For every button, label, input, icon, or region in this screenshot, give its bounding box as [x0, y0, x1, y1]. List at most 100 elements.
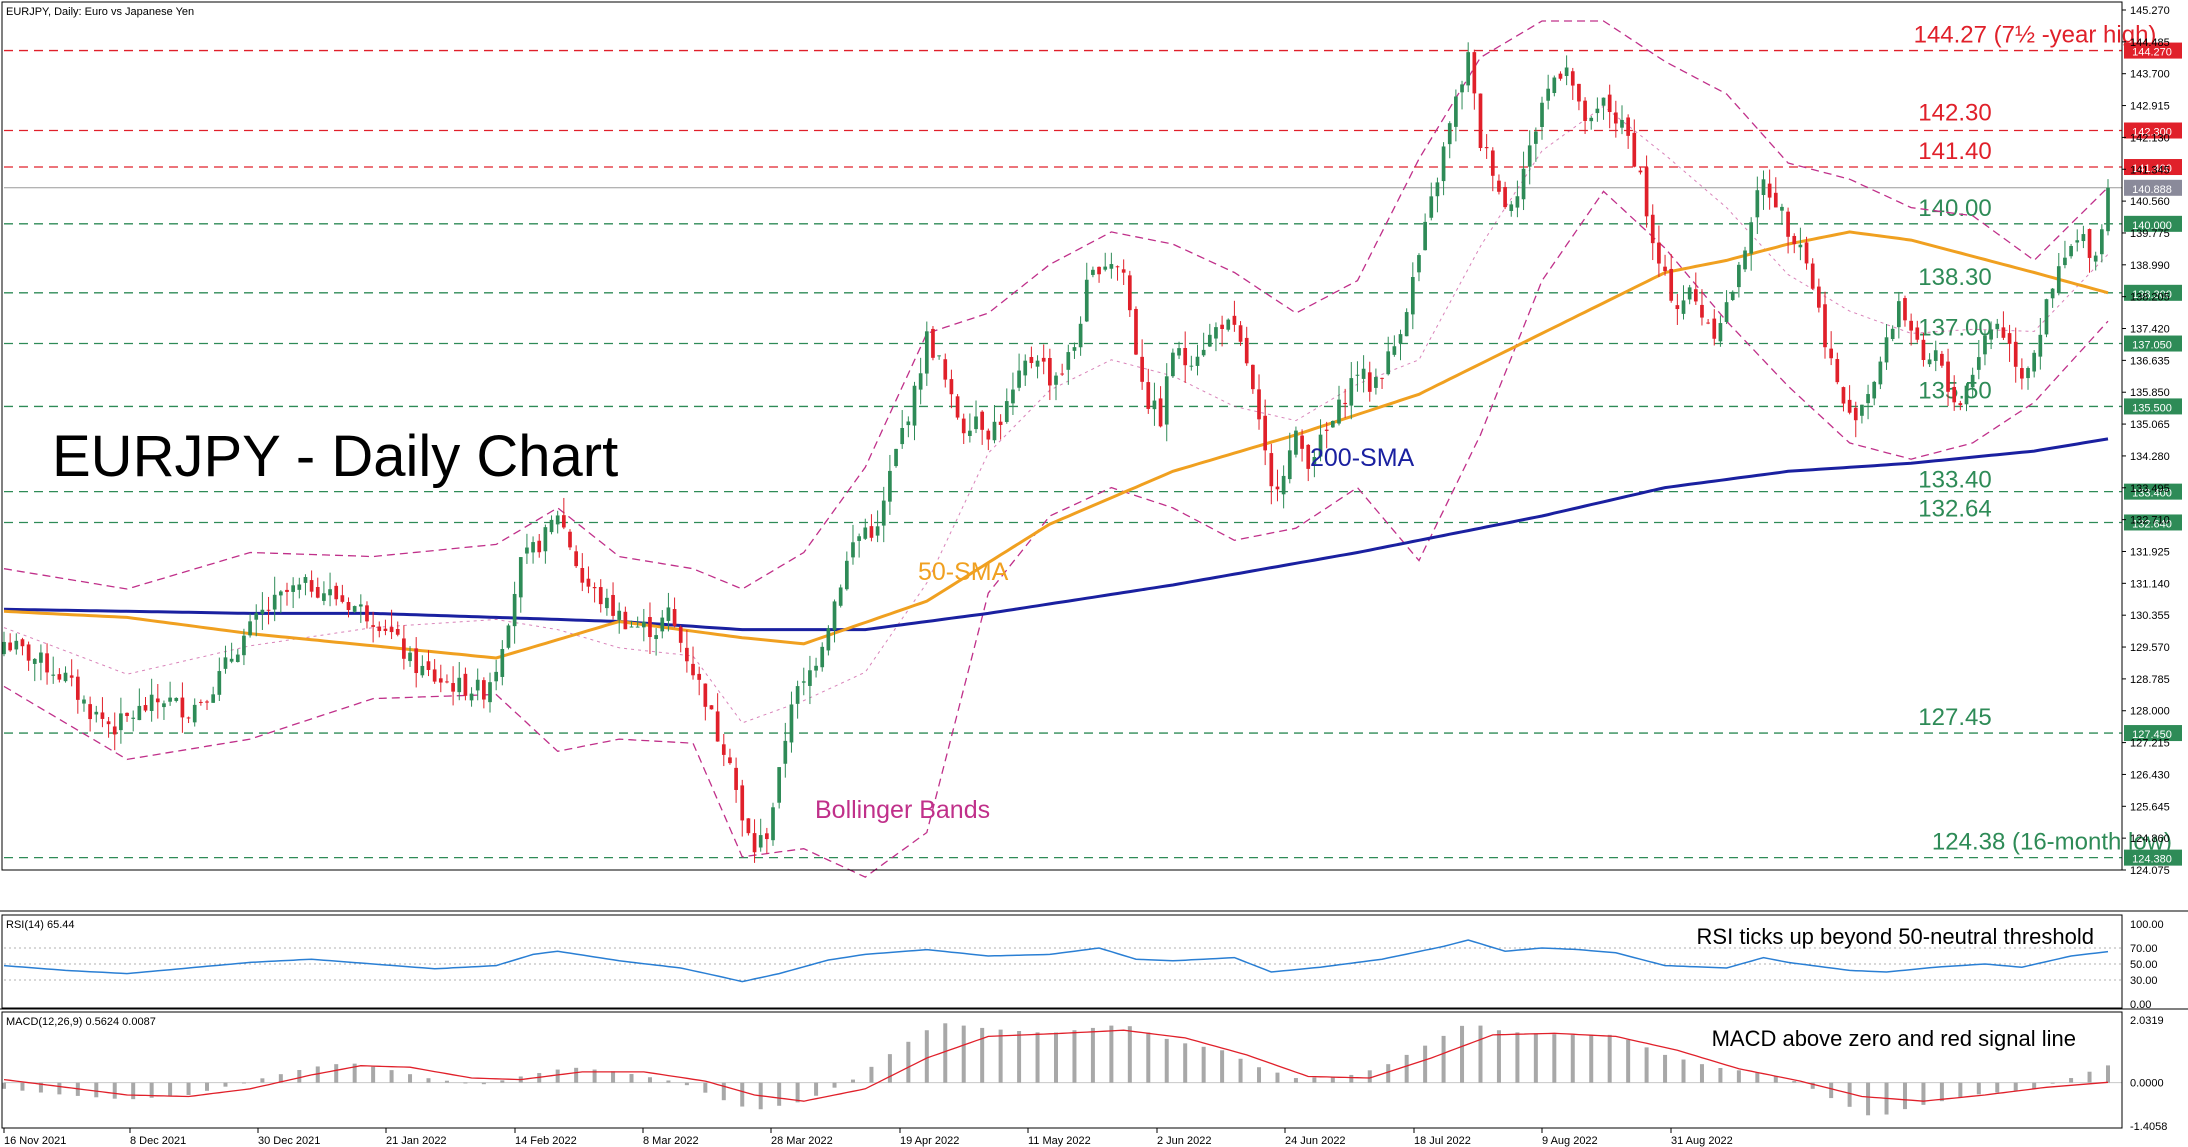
- bear-candle: [1263, 415, 1268, 451]
- bull-candle: [1976, 357, 1981, 370]
- bull-candle: [1964, 385, 1969, 405]
- bear-candle: [1220, 324, 1224, 329]
- level-label: 142.30: [1918, 100, 1991, 127]
- macd-bar: [795, 1082, 800, 1103]
- macd-bar: [371, 1066, 376, 1083]
- macd-bar: [1164, 1038, 1169, 1083]
- bull-candle: [838, 587, 843, 606]
- bull-candle: [1927, 359, 1932, 365]
- bear-candle: [955, 396, 960, 418]
- bollinger-upper: [3, 20, 2109, 590]
- macd-panel: MACD(12,26,9) 0.5624 0.0087 2.0319 0.0000 -…: [2, 1015, 2167, 1133]
- moving-averages: [3, 230, 2109, 660]
- time-tick-label: 31 Aug 2022: [1671, 1135, 1733, 1147]
- macd-bar: [205, 1082, 210, 1091]
- bear-candle: [1700, 304, 1704, 318]
- bear-candle: [1767, 183, 1772, 198]
- macd-bar: [2050, 1082, 2055, 1084]
- level-label: 144.27 (7½ -year high): [1914, 22, 2157, 49]
- price-tick-label: 128.000: [2130, 706, 2170, 718]
- bull-candle: [51, 674, 56, 676]
- price-tick-label: 129.570: [2130, 642, 2170, 654]
- bull-candle: [168, 697, 172, 702]
- bull-candle: [137, 705, 142, 721]
- macd-bar: [1257, 1067, 1262, 1083]
- price-tick-label: 130.355: [2130, 610, 2170, 622]
- price-tick-label: 136.635: [2130, 355, 2170, 367]
- rsi-tick-label: 70.00: [2130, 943, 2158, 955]
- level-tag: [2124, 159, 2182, 176]
- macd-bar: [38, 1082, 43, 1093]
- macd-bar: [1570, 1034, 1575, 1083]
- sma50-label: 50-SMA: [918, 558, 1009, 586]
- bull-candle: [82, 699, 86, 704]
- price-tick-label: 143.700: [2130, 69, 2170, 81]
- bear-candle: [1583, 100, 1587, 121]
- macd-bar: [352, 1063, 357, 1083]
- bear-candle: [383, 628, 388, 631]
- bull-candle: [1454, 96, 1458, 127]
- macd-bar: [2, 1082, 6, 1089]
- time-tick-label: 14 Feb 2022: [515, 1135, 577, 1147]
- bull-candle: [254, 613, 259, 620]
- macd-bar: [149, 1082, 154, 1098]
- rsi-tick-label: 50.00: [2130, 959, 2158, 971]
- bear-candle: [869, 526, 874, 538]
- price-tick-label: 145.270: [2130, 5, 2170, 17]
- bull-candle: [1521, 168, 1526, 200]
- bull-candle: [260, 609, 265, 614]
- bear-candle: [678, 626, 683, 643]
- bear-candle: [1909, 320, 1913, 331]
- macd-bar: [1090, 1027, 1095, 1083]
- macd-bar: [740, 1082, 745, 1107]
- bull-candle: [1589, 117, 1594, 122]
- bear-candle: [1903, 298, 1907, 321]
- bull-candle: [1718, 323, 1723, 342]
- bull-candle: [2106, 187, 2110, 232]
- macd-bar: [1293, 1078, 1298, 1083]
- bear-candle: [482, 680, 486, 700]
- bear-candle: [1257, 389, 1261, 420]
- macd-bar: [1773, 1076, 1778, 1083]
- bull-candle: [605, 597, 609, 609]
- macd-bar: [278, 1074, 283, 1083]
- bull-candle: [912, 385, 917, 426]
- macd-bar: [1976, 1082, 1981, 1095]
- bull-candle: [1417, 255, 1421, 273]
- bear-candle: [1343, 402, 1347, 405]
- bull-candle: [1398, 334, 1403, 344]
- bear-candle: [334, 585, 339, 600]
- macd-bar: [1220, 1050, 1225, 1083]
- time-tick-label: 24 Jun 2022: [1285, 1135, 1346, 1147]
- bull-candle: [1860, 404, 1864, 416]
- bull-candle: [494, 671, 499, 682]
- price-tick-label: 142.130: [2130, 132, 2170, 144]
- bull-candle: [906, 421, 911, 426]
- bear-candle: [568, 531, 572, 548]
- macd-bar: [315, 1066, 320, 1083]
- bear-candle: [1127, 275, 1132, 311]
- macd-bar: [887, 1054, 892, 1083]
- bear-candle: [377, 626, 382, 632]
- bull-candle: [777, 767, 782, 803]
- macd-bar: [1921, 1082, 1926, 1105]
- macd-bar: [1127, 1026, 1132, 1083]
- bull-candle: [924, 331, 929, 374]
- time-tick-label: 9 Aug 2022: [1542, 1135, 1598, 1147]
- bull-candle: [272, 594, 277, 610]
- bear-candle: [1921, 339, 1926, 361]
- bull-candle: [457, 677, 462, 693]
- macd-bar: [1644, 1047, 1649, 1083]
- level-tag-text: 141.400: [2132, 163, 2172, 175]
- bull-candle: [1896, 301, 1901, 328]
- macd-bar: [832, 1082, 837, 1088]
- bull-candle: [1374, 377, 1378, 388]
- bull-candle: [641, 621, 646, 628]
- bull-candle: [635, 626, 640, 628]
- bear-candle: [1097, 266, 1101, 275]
- macd-bar: [1589, 1034, 1594, 1083]
- price-tick-label: 144.485: [2130, 37, 2170, 49]
- macd-bar: [1109, 1025, 1114, 1083]
- bull-candle: [2, 641, 6, 655]
